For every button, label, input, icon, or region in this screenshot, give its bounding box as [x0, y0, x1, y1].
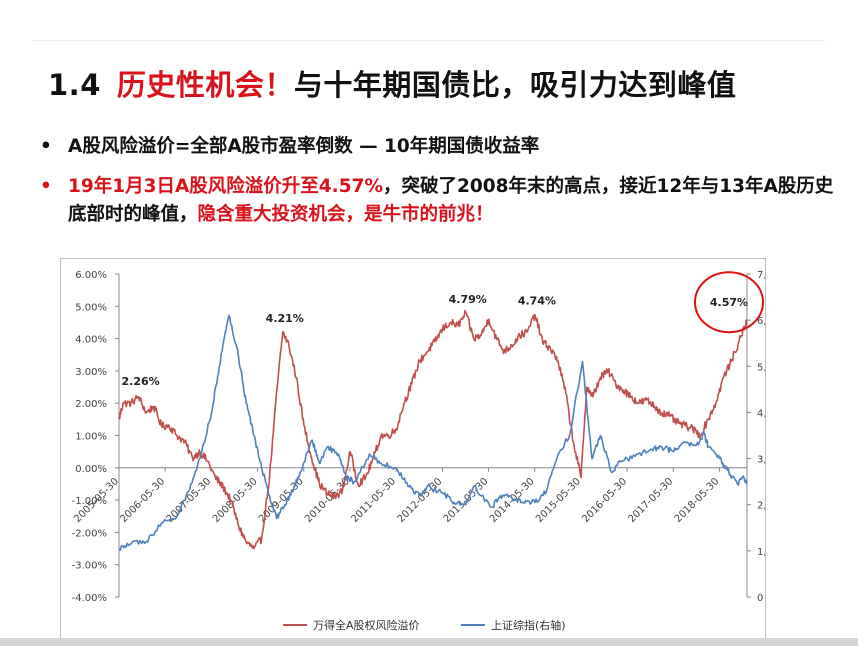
x-tick-label: 2011-05-30 [349, 476, 398, 525]
y-right-tick-label: 3,000 [757, 455, 765, 466]
title-rest: 与十年期国债比，吸引力达到峰值 [293, 68, 737, 102]
bullet-definition: • A股风险溢价=全部A股市盈率倒数 — 10年期国债收益率 [40, 133, 850, 161]
bullet-red-text-1: 19年1月3日A股风险溢价升至4.57% [68, 176, 383, 197]
bullet-dot-red: • [40, 176, 52, 197]
bullet-list: • A股风险溢价=全部A股市盈率倒数 — 10年期国债收益率 • 19年1月3日… [40, 133, 850, 229]
y-left-tick-label: 6.00% [75, 270, 107, 281]
slide-title: 1.4 历史性机会！与十年期国债比，吸引力达到峰值 [48, 62, 838, 104]
shanghai-index-series-line [118, 314, 748, 552]
y-left-tick-label: -2.00% [72, 528, 107, 539]
highlight-circle [694, 271, 764, 334]
annotation-label: 4.74% [518, 295, 556, 308]
bullet-black-text: ，突破了2008年末的高点，接近12年与13年A股历史底部时的峰值， [68, 176, 834, 225]
x-tick-label: 2008-05-30 [211, 476, 260, 525]
y-left-tick-label: 3.00% [75, 367, 107, 378]
y-right-tick-label: 4,000 [757, 408, 765, 419]
y-right-tick-label: 1,000 [757, 547, 765, 558]
y-right-tick-label: 2,000 [757, 501, 765, 512]
annotation-label: 4.21% [266, 312, 304, 325]
risk-premium-series-line [118, 309, 748, 550]
y-left-tick-label: 2.00% [75, 399, 107, 410]
bullet-highlight: • 19年1月3日A股风险溢价升至4.57%，突破了2008年末的高点，接近12… [40, 173, 850, 229]
y-right-tick-label: 5,000 [757, 362, 765, 373]
slide-number: 1.4 [48, 68, 101, 102]
y-left-tick-label: 0.00% [75, 464, 107, 475]
legend-label-risk-premium: 万得全A股权风险溢价 [313, 618, 420, 632]
bullet-red-text-2: 隐含重大投资机会，是牛市的前兆！ [197, 204, 494, 225]
y-left-tick-label: 1.00% [75, 432, 107, 443]
x-tick-label: 2012-05-30 [396, 476, 445, 525]
annotation-label: 4.79% [449, 293, 487, 306]
annotation-label: 4.57% [710, 296, 748, 309]
y-left-tick-label: -1.00% [72, 496, 107, 507]
bullet-dot: • [40, 136, 52, 157]
chart-svg: 6.00% 5.00% 4.00% 3.00% 2.00% 1.00% 0.00% -1.00… [72, 270, 765, 632]
chart-container: 6.00% 5.00% 4.00% 3.00% 2.00% 1.00% 0.00% -1.00… [60, 258, 766, 640]
y-left-tick-label: 4.00% [75, 335, 107, 346]
y-left-tick-label: -4.00% [72, 593, 107, 604]
annotation-label: 2.26% [122, 375, 160, 388]
x-tick-label: 2007-05-30 [165, 476, 214, 525]
y-left-tick-label: 5.00% [75, 302, 107, 313]
x-tick-label: 2017-05-30 [627, 476, 676, 525]
title-highlight: 历史性机会！ [116, 68, 294, 102]
legend-label-shanghai-index: 上证综指(右轴) [491, 618, 566, 632]
y-left-tick-label: -3.00% [72, 561, 107, 572]
x-tick-label: 2016-05-30 [580, 476, 629, 525]
y-right-tick-label: 0 [757, 593, 763, 604]
x-tick-label: 2006-05-30 [118, 476, 167, 525]
top-divider [32, 40, 826, 41]
y-right-tick-label: 6,000 [757, 316, 765, 327]
bullet-definition-text: A股风险溢价=全部A股市盈率倒数 — 10年期国债收益率 [68, 136, 540, 157]
x-tick-label: 2015-05-30 [534, 476, 583, 525]
x-tick-label: 2018-05-30 [673, 476, 722, 525]
y-right-tick-label: 7,000 [757, 270, 765, 281]
bottom-strip [0, 638, 858, 646]
